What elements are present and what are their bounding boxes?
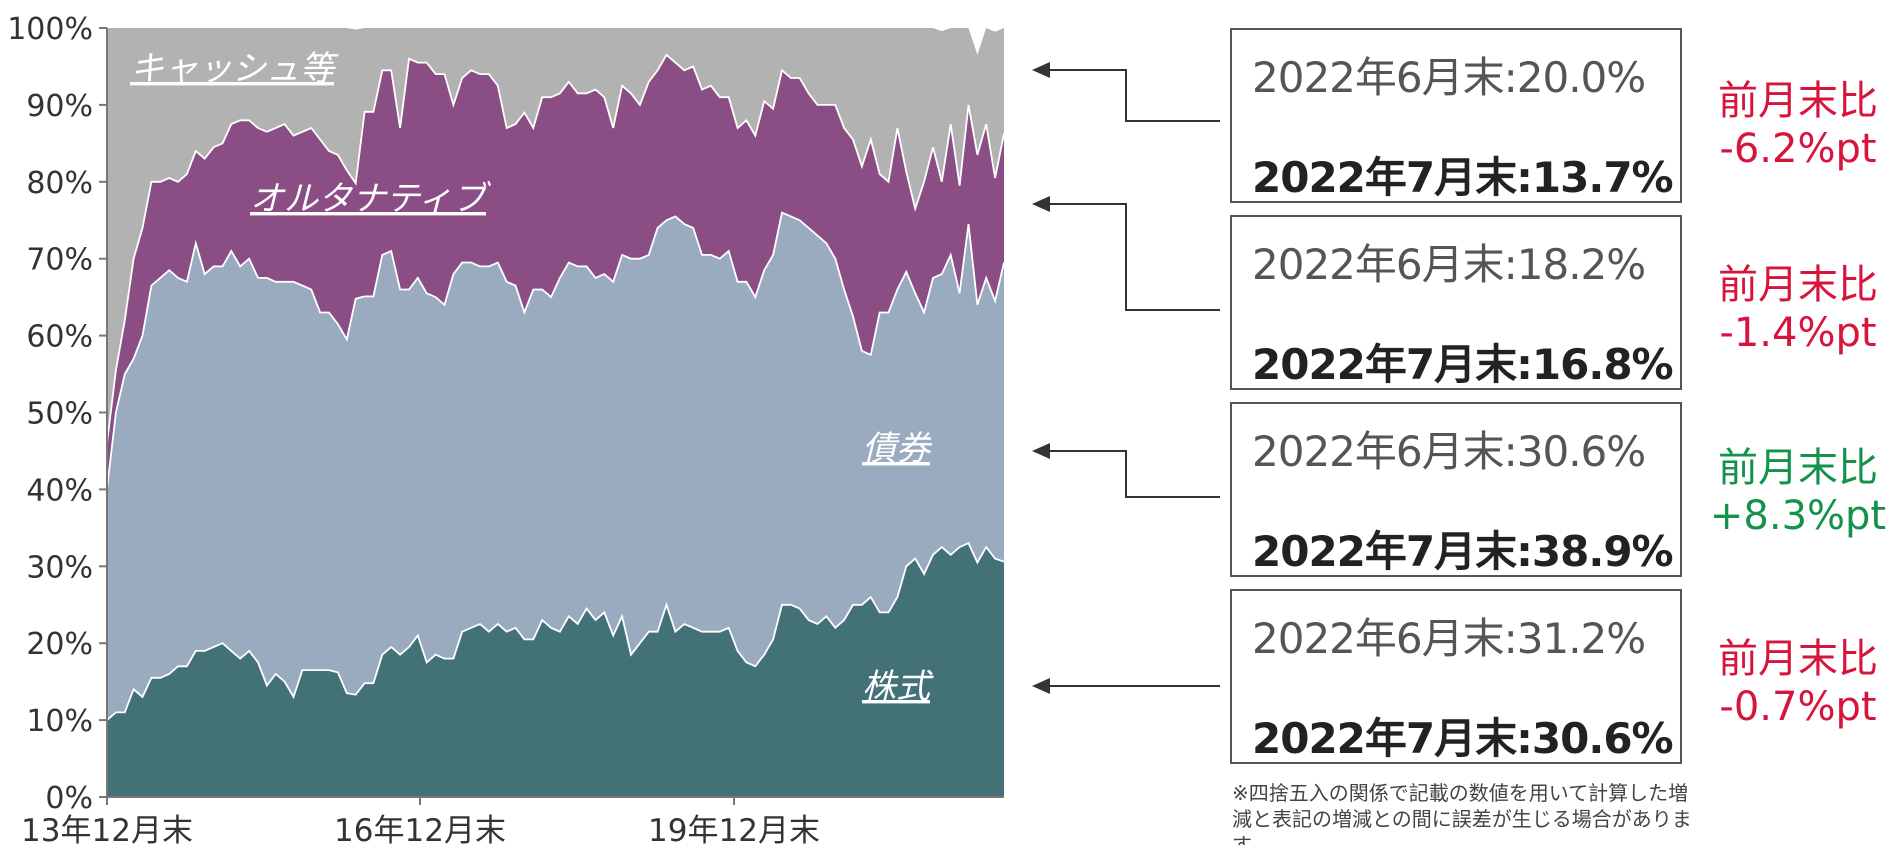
y-tick-label: 80% [26, 166, 93, 201]
y-tick-label: 100% [7, 12, 93, 47]
value-box-june: 2022年6月末:30.6% [1252, 427, 1646, 476]
area-alternative [107, 54, 1004, 490]
asset-allocation-chart: 0% 10% 20% 30% 40% 50% 60% 70% 80% 90% 100% 13年12月末… [7, 12, 1220, 845]
value-box-equity: 2022年6月末:31.2% 2022年7月末:30.6% [1230, 589, 1682, 764]
connector-line [1046, 450, 1220, 498]
value-box-july: 2022年7月末:38.9% [1252, 527, 1674, 576]
value-box-cash: 2022年6月末:20.0% 2022年7月末:13.7% [1230, 28, 1682, 203]
y-tick-label: 90% [26, 89, 93, 124]
change-label: 前月末比 [1718, 262, 1878, 308]
area-label: 株式 [862, 667, 934, 707]
y-tick-label: 10% [26, 704, 93, 739]
change-label: 前月末比 [1718, 78, 1878, 124]
change-value: -0.7%pt [1719, 684, 1877, 730]
change-value: -1.4%pt [1719, 310, 1877, 356]
y-tick-label: 0% [45, 781, 93, 816]
value-box-june: 2022年6月末:20.0% [1252, 53, 1646, 102]
y-tick-label: 20% [26, 627, 93, 662]
y-tick-label: 30% [26, 550, 93, 585]
value-box-bond: 2022年6月末:30.6% 2022年7月末:38.9% [1230, 402, 1682, 577]
arrowhead [1032, 678, 1050, 694]
change-equity: 前月末比 -0.7%pt [1700, 635, 1896, 731]
value-box-july: 2022年7月末:16.8% [1252, 340, 1674, 389]
change-bond: 前月末比 +8.3%pt [1700, 444, 1896, 540]
arrowhead [1032, 62, 1050, 78]
area-equity [107, 543, 1004, 797]
y-tick-label: 40% [26, 473, 93, 508]
change-label: 前月末比 [1718, 445, 1878, 491]
value-box-june: 2022年6月末:31.2% [1252, 614, 1646, 663]
value-box-july: 2022年7月末:30.6% [1252, 714, 1674, 763]
area-boundary-line [106, 53, 1005, 444]
axes-group: 0% 10% 20% 30% 40% 50% 60% 70% 80% 90% 100% 13年12月末… [7, 12, 1004, 845]
area-boundary-line [106, 211, 1005, 490]
area-label: 債券 [862, 429, 933, 469]
x-tick-label: 13年12月末 [21, 813, 193, 845]
area-label: オルタナティブ [250, 179, 492, 219]
change-alternative: 前月末比 -1.4%pt [1700, 261, 1896, 357]
x-tick-label: 19年12月末 [648, 813, 820, 845]
connector-line [1046, 69, 1220, 122]
arrowhead [1032, 196, 1050, 212]
footnote: ※四捨五入の関係で記載の数値を用いて計算した増減と表記の増減との間に誤差が生じる… [1232, 781, 1692, 845]
change-label: 前月末比 [1718, 636, 1878, 682]
arrowhead [1032, 443, 1050, 459]
value-box-june: 2022年6月末:18.2% [1252, 240, 1646, 289]
area-boundary-line [106, 542, 1005, 721]
area-bond [107, 212, 1004, 721]
x-tick-label: 16年12月末 [334, 813, 506, 845]
value-box-july: 2022年7月末:13.7% [1252, 153, 1674, 202]
arrow-connector-group [1032, 62, 1220, 694]
value-box-alternative: 2022年6月末:18.2% 2022年7月末:16.8% [1230, 215, 1682, 390]
y-tick-label: 70% [26, 243, 93, 278]
connector-line [1046, 203, 1220, 311]
change-cash: 前月末比 -6.2%pt [1700, 77, 1896, 173]
area-series-group [106, 28, 1005, 797]
y-tick-label: 60% [26, 320, 93, 355]
change-value: +8.3%pt [1709, 493, 1887, 539]
change-value: -6.2%pt [1719, 126, 1877, 172]
y-tick-label: 50% [26, 397, 93, 432]
area-label: キャッシュ等 [130, 49, 339, 89]
area-cash [107, 28, 1004, 444]
